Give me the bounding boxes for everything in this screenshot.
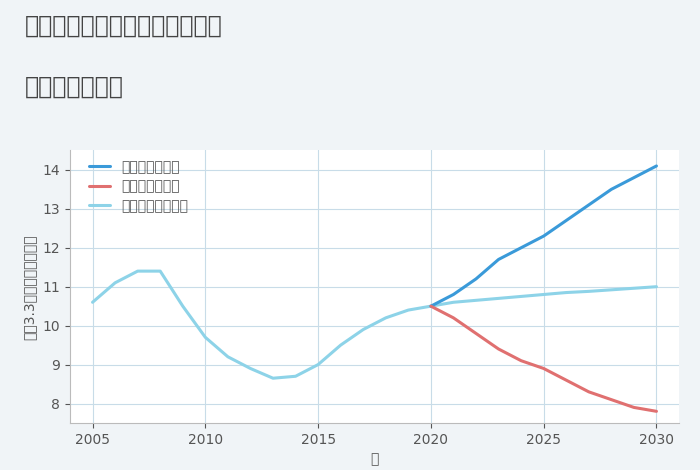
グッドシナリオ — [630, 175, 638, 180]
グッドシナリオ — [517, 245, 525, 251]
ノーマルシナリオ — [562, 290, 570, 295]
X-axis label: 年: 年 — [370, 452, 379, 466]
ノーマルシナリオ — [404, 307, 412, 313]
グッドシナリオ — [607, 187, 615, 192]
ノーマルシナリオ — [652, 284, 661, 290]
バッドシナリオ — [494, 346, 503, 352]
ノーマルシナリオ — [584, 289, 593, 294]
ノーマルシナリオ — [178, 303, 187, 309]
Legend: グッドシナリオ, バッドシナリオ, ノーマルシナリオ: グッドシナリオ, バッドシナリオ, ノーマルシナリオ — [89, 160, 188, 213]
ノーマルシナリオ — [472, 298, 480, 303]
ノーマルシナリオ — [111, 280, 119, 286]
グッドシナリオ — [540, 233, 548, 239]
Text: 土地の価格推移: 土地の価格推移 — [25, 75, 123, 99]
ノーマルシナリオ — [269, 376, 277, 381]
ノーマルシナリオ — [88, 299, 97, 305]
ノーマルシナリオ — [314, 362, 322, 368]
グッドシナリオ — [652, 163, 661, 169]
ノーマルシナリオ — [427, 303, 435, 309]
ノーマルシナリオ — [517, 294, 525, 299]
ノーマルシナリオ — [201, 335, 209, 340]
ノーマルシナリオ — [224, 354, 232, 360]
ノーマルシナリオ — [359, 327, 368, 332]
グッドシナリオ — [449, 292, 458, 298]
Line: ノーマルシナリオ: ノーマルシナリオ — [92, 271, 657, 378]
グッドシナリオ — [494, 257, 503, 262]
バッドシナリオ — [607, 397, 615, 402]
バッドシナリオ — [540, 366, 548, 371]
グッドシナリオ — [427, 303, 435, 309]
バッドシナリオ — [449, 315, 458, 321]
ノーマルシナリオ — [494, 296, 503, 301]
バッドシナリオ — [630, 405, 638, 410]
ノーマルシナリオ — [246, 366, 255, 371]
バッドシナリオ — [472, 330, 480, 336]
ノーマルシナリオ — [156, 268, 164, 274]
バッドシナリオ — [584, 389, 593, 395]
ノーマルシナリオ — [607, 287, 615, 293]
バッドシナリオ — [517, 358, 525, 363]
ノーマルシナリオ — [630, 285, 638, 291]
グッドシナリオ — [472, 276, 480, 282]
ノーマルシナリオ — [291, 374, 300, 379]
グッドシナリオ — [584, 202, 593, 208]
ノーマルシナリオ — [134, 268, 142, 274]
バッドシナリオ — [562, 377, 570, 383]
ノーマルシナリオ — [540, 292, 548, 298]
バッドシナリオ — [652, 408, 661, 414]
ノーマルシナリオ — [337, 342, 345, 348]
Line: グッドシナリオ: グッドシナリオ — [431, 166, 657, 306]
ノーマルシナリオ — [382, 315, 390, 321]
Line: バッドシナリオ: バッドシナリオ — [431, 306, 657, 411]
グッドシナリオ — [562, 218, 570, 223]
バッドシナリオ — [427, 303, 435, 309]
ノーマルシナリオ — [449, 299, 458, 305]
Y-axis label: 平（3.3㎡）単価（万円）: 平（3.3㎡）単価（万円） — [23, 234, 37, 339]
Text: 福岡県久留米市北野町千代島の: 福岡県久留米市北野町千代島の — [25, 14, 223, 38]
